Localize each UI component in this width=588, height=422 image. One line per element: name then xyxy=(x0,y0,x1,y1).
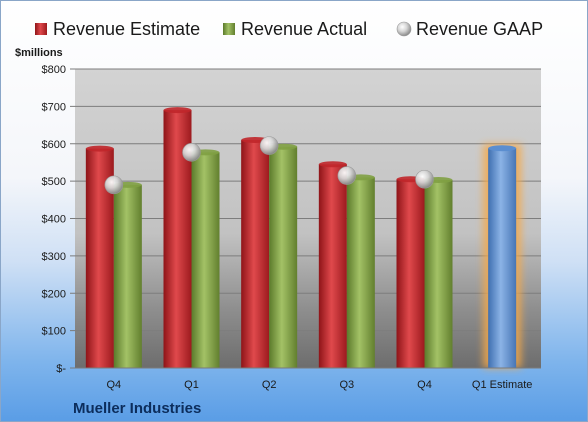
bar-revenue-estimate-top xyxy=(85,145,114,152)
x-tick-label: Q4 xyxy=(417,379,432,391)
y-tick-label: $300 xyxy=(42,251,66,263)
gaap-marker xyxy=(415,169,434,189)
y-axis-ticks: $- $100 $200 $300 $400 $500 $600 $700 $800 xyxy=(42,64,75,375)
bar-revenue-actual xyxy=(269,146,298,368)
bar-revenue-estimate-top xyxy=(163,107,192,114)
x-tick-label: Q4 xyxy=(106,379,121,391)
bar-revenue-estimate xyxy=(396,179,425,368)
gaap-marker xyxy=(104,175,124,195)
bar-revenue-estimate-top xyxy=(318,161,347,168)
y-tick-label: $200 xyxy=(42,288,66,300)
bar-revenue-actual xyxy=(191,152,220,368)
gaap-marker xyxy=(182,143,201,162)
legend-swatch xyxy=(223,23,235,35)
bar-forecast-top xyxy=(488,145,517,152)
gridlines xyxy=(75,68,541,332)
bar-forecast xyxy=(488,148,517,368)
x-axis-ticks: Q4 Q1 Q2 Q3 Q4 Q1 Estimate xyxy=(106,379,532,391)
legend-swatch-gaap xyxy=(396,21,412,37)
y-tick-label: $- xyxy=(56,363,66,375)
legend-revenue-actual: Revenue Actual xyxy=(241,19,367,39)
bars xyxy=(85,107,522,369)
bar-revenue-estimate xyxy=(241,140,270,368)
bar-revenue-estimate xyxy=(318,164,347,368)
legend: Revenue Estimate Revenue Actual Revenue GA… xyxy=(35,19,543,39)
legend-swatch xyxy=(35,23,47,35)
x-tick-label: Q1 xyxy=(184,379,199,391)
y-tick-label: $500 xyxy=(42,176,66,188)
gaap-marker xyxy=(259,136,279,155)
legend-revenue-gaap: Revenue GAAP xyxy=(416,19,543,39)
x-tick-label: Q3 xyxy=(339,379,354,391)
y-tick-label: $800 xyxy=(42,64,66,76)
bar-revenue-actual xyxy=(346,177,375,368)
x-tick-label: Q2 xyxy=(262,379,277,391)
y-tick-label: $600 xyxy=(42,139,66,151)
bar-revenue-actual xyxy=(113,184,142,368)
y-tick-label: $400 xyxy=(42,214,66,226)
y-tick-label: $700 xyxy=(42,101,66,113)
gaap-marker xyxy=(337,166,357,185)
company-label: Mueller Industries xyxy=(73,400,201,417)
bar-revenue-actual xyxy=(424,180,453,368)
x-tick-label: Q1 Estimate xyxy=(472,379,533,391)
legend-revenue-estimate: Revenue Estimate xyxy=(53,19,200,39)
gaap-markers xyxy=(104,136,434,195)
y-axis-label: $millions xyxy=(15,47,63,59)
y-tick-label: $100 xyxy=(42,326,66,338)
